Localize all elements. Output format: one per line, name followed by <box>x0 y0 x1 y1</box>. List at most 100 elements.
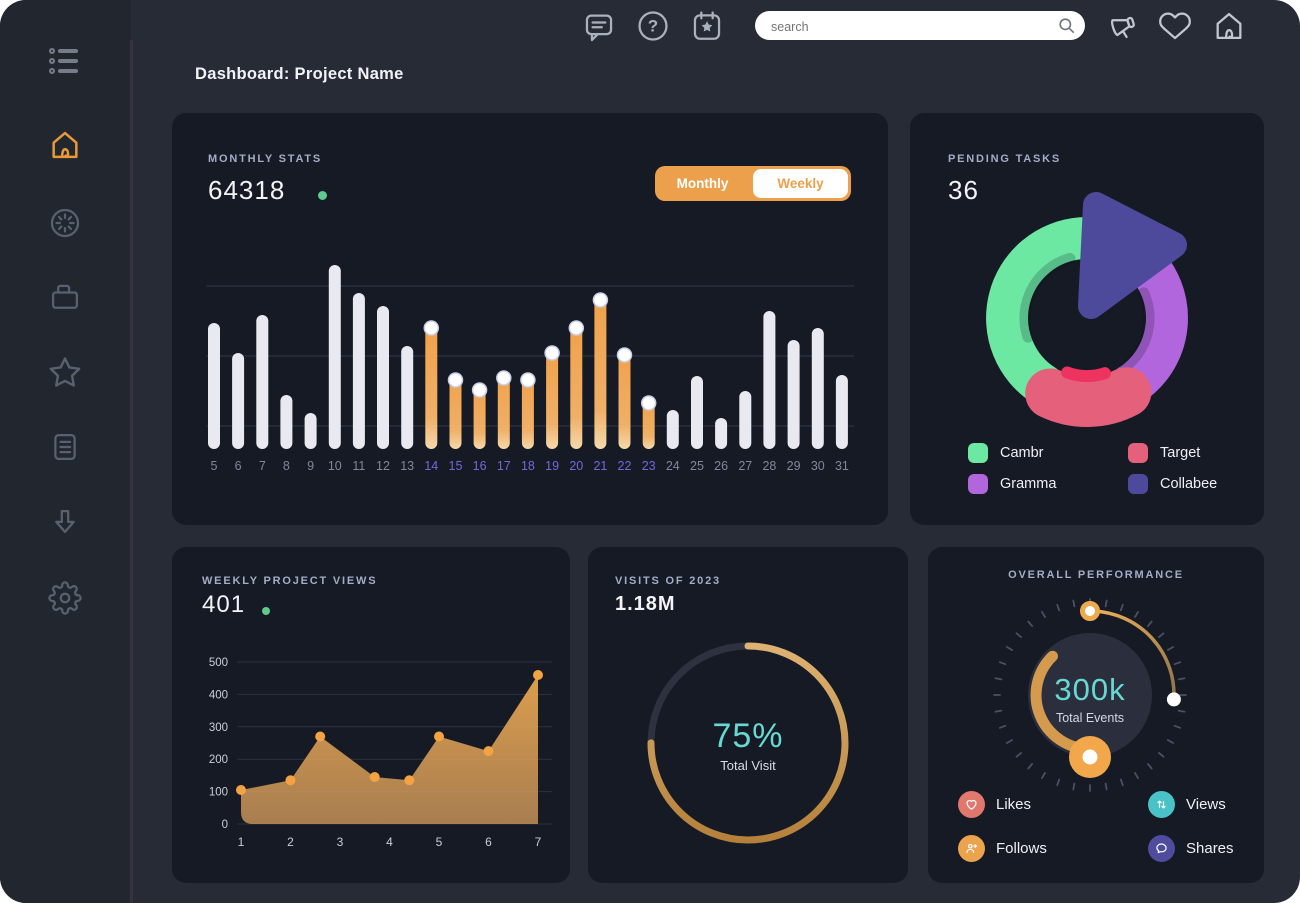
calendar-star-icon[interactable] <box>690 9 724 43</box>
data-point <box>285 775 296 786</box>
svg-text:17: 17 <box>497 459 511 473</box>
bar-day-23 <box>642 398 655 449</box>
status-dot <box>318 191 327 200</box>
svg-text:15: 15 <box>449 459 463 473</box>
monthly-stats-card: MONTHLY STATS 64318 Monthly Weekly 5 6 7 8 9… <box>172 113 888 525</box>
data-point <box>533 670 543 680</box>
bar-marker <box>640 395 657 411</box>
sidebar-item-briefcase[interactable] <box>48 280 82 314</box>
svg-text:25: 25 <box>690 459 704 473</box>
svg-text:6: 6 <box>485 835 492 849</box>
performance-label: OVERALL PERFORMANCE <box>1008 569 1184 581</box>
sidebar <box>0 0 131 903</box>
weekly-views-value: 401 <box>202 591 246 618</box>
bar-day-31 <box>835 375 848 449</box>
legend-swatch <box>968 443 988 463</box>
bar-day-22 <box>618 350 631 449</box>
help-icon[interactable]: ? <box>636 9 670 43</box>
donut-legend: Cambr Target Gramma Collabee <box>968 443 1218 494</box>
period-toggle: Monthly Weekly <box>655 166 851 201</box>
toggle-monthly-button[interactable]: Monthly <box>676 176 729 191</box>
bar-day-11 <box>352 293 365 449</box>
svg-text:9: 9 <box>307 459 314 473</box>
performance-legend-likes: Likes <box>958 791 1148 818</box>
performance-legend-shares: Shares <box>1148 835 1248 862</box>
menu-icon[interactable] <box>48 44 82 78</box>
bar-marker <box>592 292 609 308</box>
legend-swatch <box>1128 443 1148 463</box>
svg-text:5: 5 <box>211 459 218 473</box>
bar-marker <box>520 372 536 388</box>
bar-day-14 <box>425 323 438 449</box>
bar-day-28 <box>763 311 776 449</box>
sidebar-divider <box>130 40 133 903</box>
visits-label: VISITS OF 2023 <box>615 575 721 587</box>
svg-text:23: 23 <box>642 459 656 473</box>
sidebar-item-document[interactable] <box>48 430 82 464</box>
search-input[interactable] <box>769 11 1053 42</box>
sidebar-item-dashboard-spinner[interactable] <box>48 206 82 240</box>
sidebar-item-download-arrow[interactable] <box>48 506 82 540</box>
legend-item-gramma: Gramma <box>968 474 1128 494</box>
bar-day-18 <box>521 375 534 449</box>
svg-text:29: 29 <box>787 459 801 473</box>
svg-text:20: 20 <box>569 459 583 473</box>
bar-day-29 <box>787 340 800 449</box>
bar-day-8 <box>280 395 293 449</box>
legend-label: Cambr <box>1000 445 1044 461</box>
bar-day-13 <box>401 346 414 449</box>
bar-day-25 <box>691 376 703 449</box>
bar-day-17 <box>497 373 510 449</box>
bar-marker <box>423 320 440 336</box>
legend-item-collabee: Collabee <box>1128 474 1218 494</box>
area-fill <box>241 675 538 824</box>
svg-text:7: 7 <box>259 459 266 473</box>
visits-card: VISITS OF 2023 1.18M 75% Total Visit <box>588 547 908 883</box>
bar-marker <box>544 345 560 361</box>
visits-progress-ring <box>647 642 849 844</box>
sidebar-item-settings-gear[interactable] <box>48 581 82 615</box>
bar-day-27 <box>739 391 752 449</box>
svg-text:8: 8 <box>283 459 290 473</box>
legend-item-cambr: Cambr <box>968 443 1128 463</box>
donut-triangle-segment <box>1078 192 1187 319</box>
svg-text:4: 4 <box>386 835 393 849</box>
sidebar-item-star[interactable] <box>48 355 82 389</box>
svg-text:0: 0 <box>222 819 228 831</box>
svg-text:16: 16 <box>473 459 487 473</box>
home-icon[interactable] <box>1212 9 1246 43</box>
search-icon[interactable] <box>1057 16 1076 35</box>
bar-day-7 <box>256 315 269 449</box>
svg-text:24: 24 <box>666 459 680 473</box>
svg-text:200: 200 <box>209 754 228 766</box>
legend-label: Target <box>1160 445 1201 461</box>
sidebar-item-home[interactable] <box>48 128 82 162</box>
legend-label: Gramma <box>1000 476 1057 492</box>
toggle-weekly-button[interactable]: Weekly <box>753 169 848 198</box>
page-title: Dashboard: Project Name <box>195 65 404 83</box>
performance-legend: Likes Views Follows Shares <box>958 791 1248 862</box>
pending-tasks-card: PENDING TASKS 36 Cambr Target Gramma Collab… <box>910 113 1264 525</box>
megaphone-icon[interactable] <box>1106 8 1140 42</box>
pending-tasks-label: PENDING TASKS <box>948 153 1062 165</box>
tasks-donut-chart <box>986 192 1188 427</box>
svg-text:400: 400 <box>209 689 228 701</box>
visits-value: 1.18M <box>615 593 676 615</box>
bar-day-16 <box>473 385 486 449</box>
heart-icon[interactable] <box>1158 8 1192 42</box>
person-plus-icon <box>958 835 985 862</box>
weekly-views-label: WEEKLY PROJECT VIEWS <box>202 575 378 587</box>
svg-text:?: ? <box>648 17 658 36</box>
legend-swatch <box>1128 474 1148 494</box>
svg-text:14: 14 <box>424 459 438 473</box>
svg-text:26: 26 <box>714 459 728 473</box>
svg-text:3: 3 <box>337 835 344 849</box>
svg-text:13: 13 <box>400 459 414 473</box>
bar-day-15 <box>449 375 462 449</box>
svg-text:7: 7 <box>535 835 542 849</box>
bar-day-30 <box>811 328 824 449</box>
svg-text:11: 11 <box>352 459 365 473</box>
gauge-end-dot <box>1166 692 1181 707</box>
chat-icon[interactable] <box>582 10 616 44</box>
